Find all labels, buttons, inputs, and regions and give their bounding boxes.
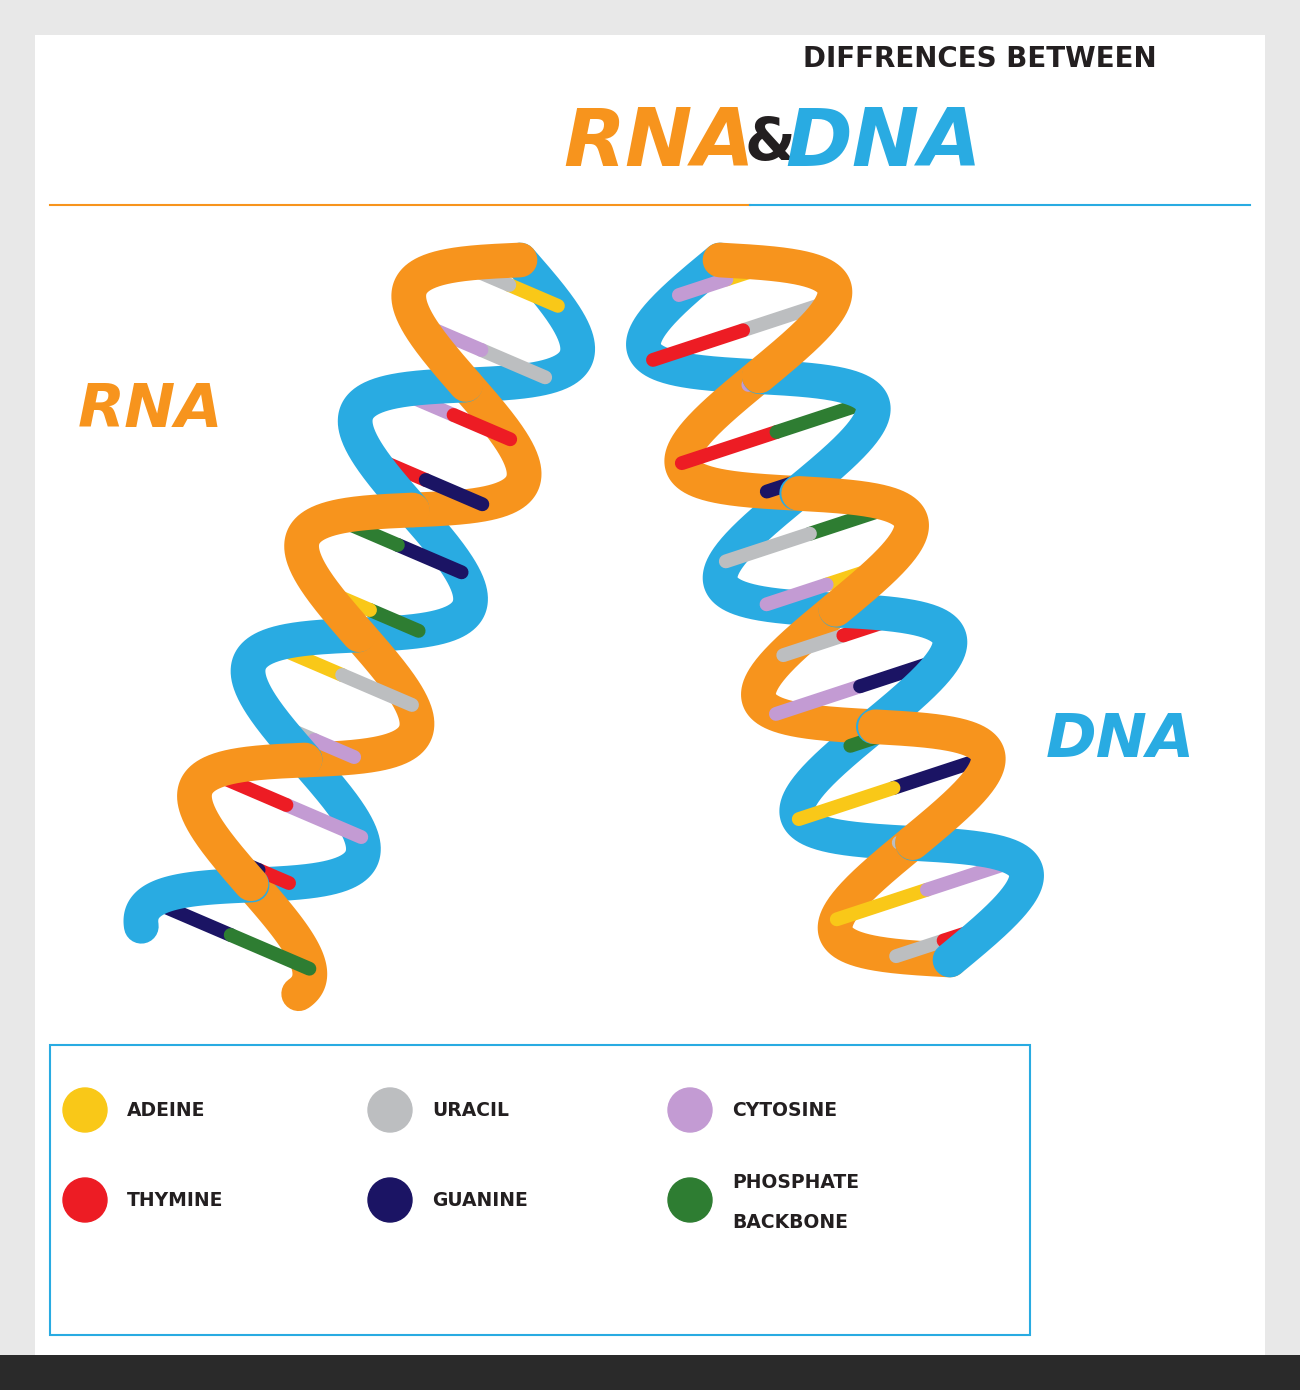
Text: DNA: DNA bbox=[785, 106, 982, 183]
Text: &: & bbox=[745, 115, 796, 172]
Text: DNA: DNA bbox=[1045, 710, 1195, 770]
Circle shape bbox=[668, 1177, 712, 1222]
Bar bbox=[0, 1355, 1300, 1390]
Text: PHOSPHATE: PHOSPHATE bbox=[732, 1173, 859, 1191]
Text: GUANINE: GUANINE bbox=[432, 1190, 528, 1209]
Text: RNA: RNA bbox=[77, 381, 222, 439]
Text: ADEINE: ADEINE bbox=[127, 1101, 205, 1119]
FancyBboxPatch shape bbox=[49, 1045, 1030, 1334]
Circle shape bbox=[62, 1177, 107, 1222]
Text: THYMINE: THYMINE bbox=[127, 1190, 224, 1209]
Text: DIFFRENCES BETWEEN: DIFFRENCES BETWEEN bbox=[803, 44, 1157, 74]
Circle shape bbox=[668, 1088, 712, 1131]
Circle shape bbox=[62, 1088, 107, 1131]
Text: URACIL: URACIL bbox=[432, 1101, 510, 1119]
Circle shape bbox=[368, 1088, 412, 1131]
Text: BACKBONE: BACKBONE bbox=[732, 1212, 848, 1232]
Circle shape bbox=[368, 1177, 412, 1222]
Text: RNA: RNA bbox=[563, 106, 755, 183]
Text: CYTOSINE: CYTOSINE bbox=[732, 1101, 837, 1119]
